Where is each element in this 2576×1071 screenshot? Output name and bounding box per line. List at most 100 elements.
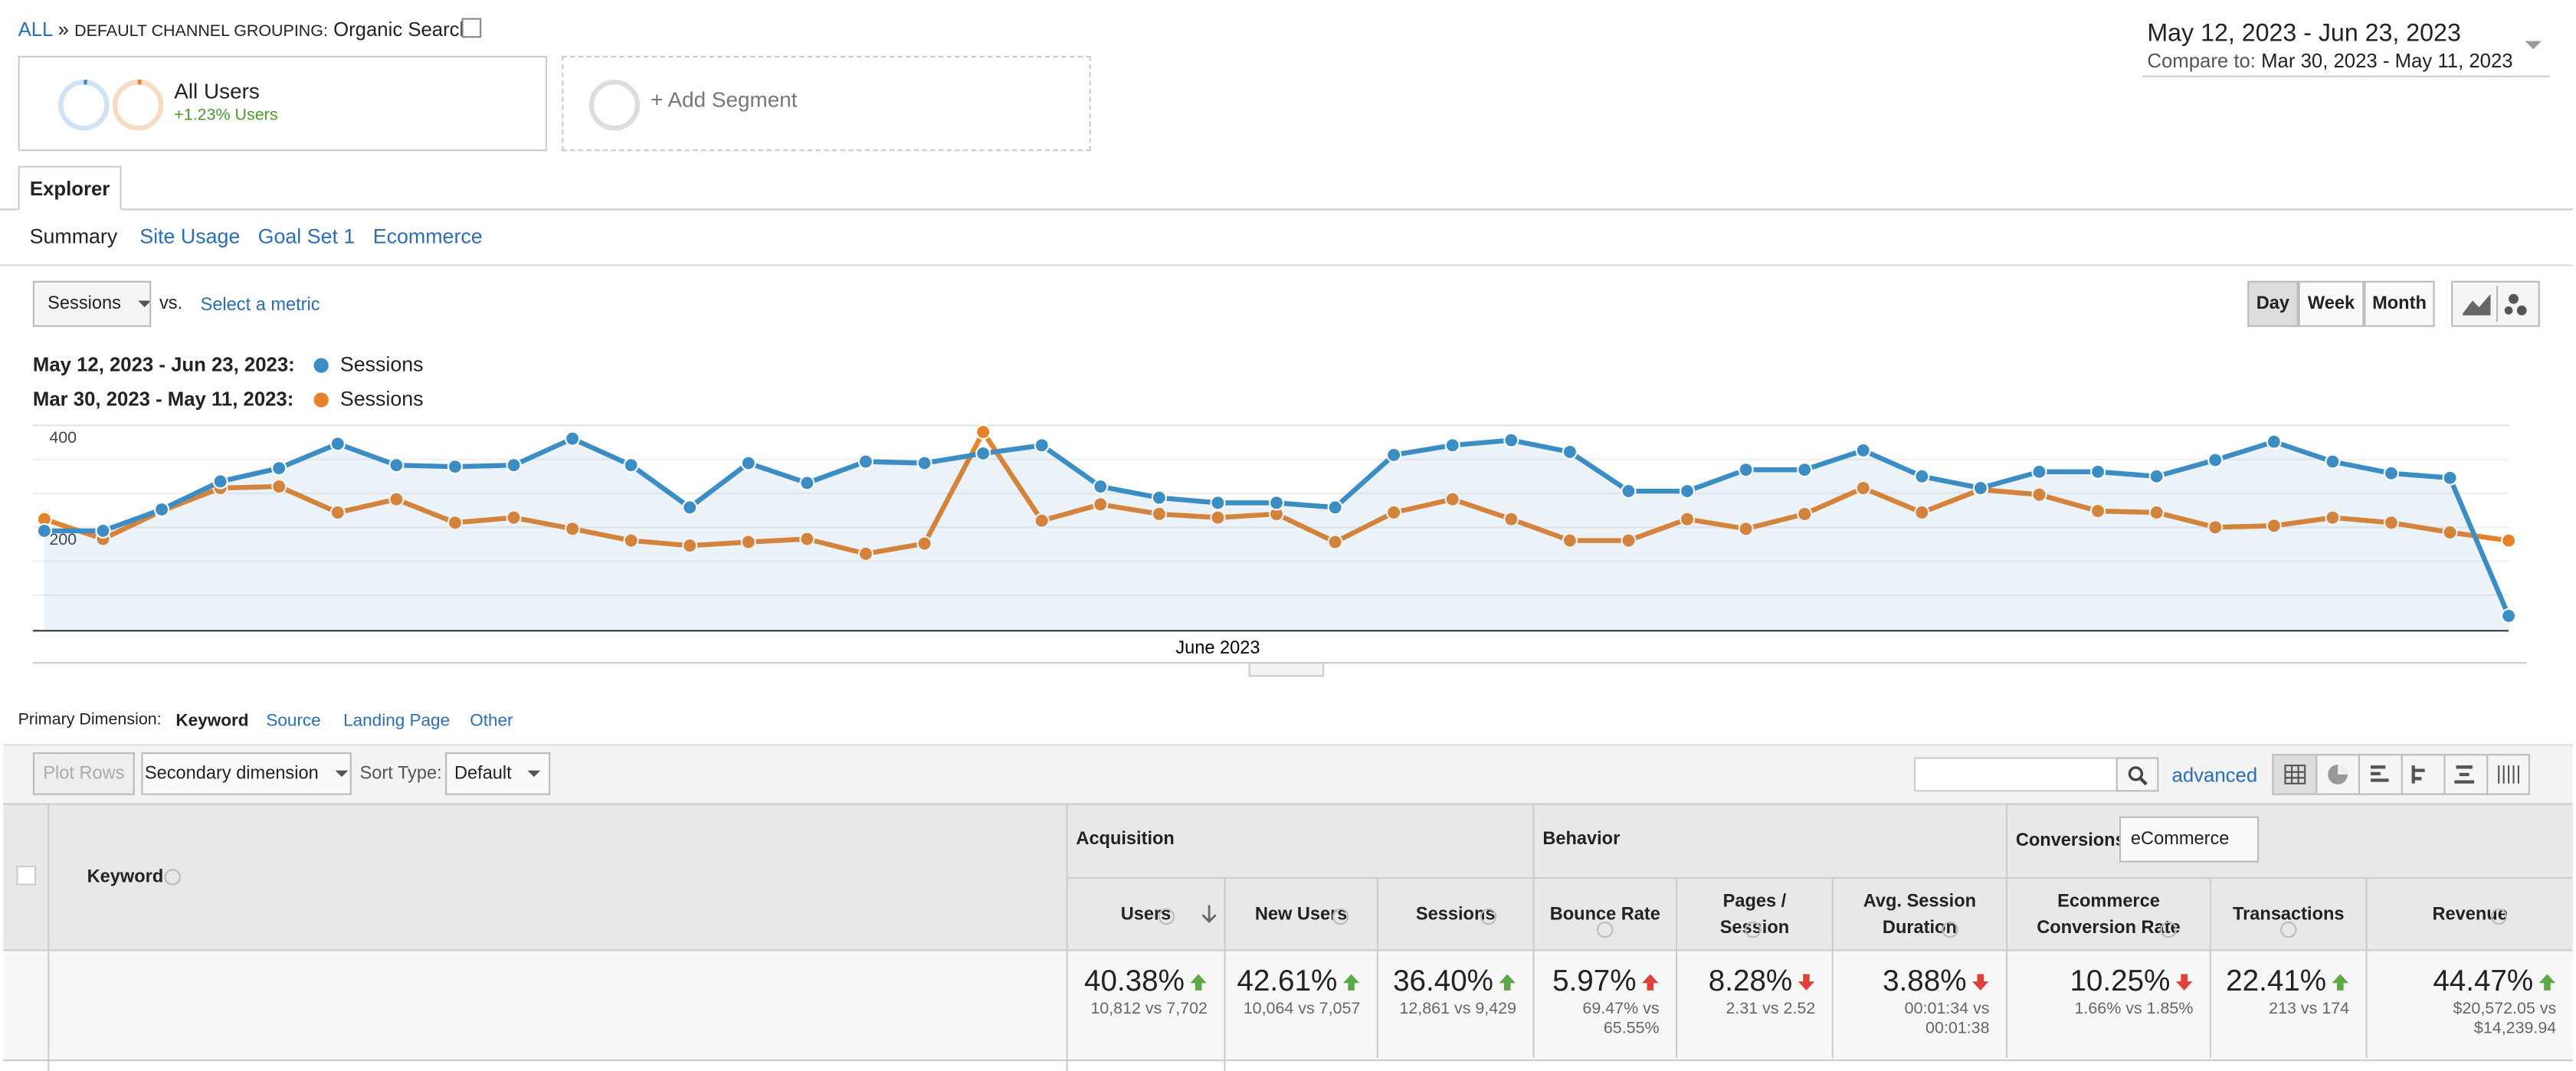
metric-cell: 8.28% 2.31 vs 2.52 xyxy=(1676,951,1832,1058)
point xyxy=(1034,513,1050,529)
point xyxy=(1797,506,1813,522)
metric-compare: 1.66% vs 1.85% xyxy=(2074,1000,2194,1019)
segment-change: +1.23% Users xyxy=(174,106,278,125)
sort-select[interactable]: Default xyxy=(445,752,551,795)
metric-cell: 10.25% 1.66% vs 1.85% xyxy=(2005,951,2210,1058)
metric-compare: $20,572.05 vs $14,239.94 xyxy=(2453,1000,2557,1039)
metric-value-row: 42.61% xyxy=(1226,965,1361,999)
trend-arrow xyxy=(2538,973,2556,990)
primary-option[interactable]: Landing Page xyxy=(343,711,451,732)
select-metric[interactable]: Select a metric xyxy=(200,295,320,316)
metric-value-row: 40.38% xyxy=(1068,965,1208,999)
point xyxy=(1503,432,1519,448)
metric-value: 36.40% xyxy=(1393,964,1494,997)
group-label: Behavior xyxy=(1542,829,1621,850)
plot-rows[interactable]: Plot Rows xyxy=(32,752,135,795)
date-range[interactable]: May 12, 2023 - Jun 23, 2023 xyxy=(2147,19,2461,48)
point xyxy=(2266,518,2282,534)
point xyxy=(740,534,756,550)
metric-value: 3.88% xyxy=(1883,964,1967,997)
point xyxy=(1151,506,1167,522)
metric-value: 10.25% xyxy=(2070,964,2171,997)
point xyxy=(388,491,405,507)
search-button[interactable] xyxy=(2116,757,2159,792)
point xyxy=(1151,490,1167,506)
date-dropdown[interactable] xyxy=(2523,39,2543,52)
view-switcher[interactable] xyxy=(2272,754,2530,795)
group-header xyxy=(1066,803,1533,879)
help-icon xyxy=(1942,921,1958,938)
point xyxy=(1034,437,1050,454)
add-segment[interactable]: + Add Segment xyxy=(562,55,1091,152)
segment-card[interactable]: All Users +1.23% Users xyxy=(18,55,547,152)
segment-icon xyxy=(58,79,164,131)
caret xyxy=(137,300,150,306)
metric-value: 22.41% xyxy=(2226,964,2327,997)
search-input[interactable] xyxy=(1913,757,2118,792)
secondary-dimension[interactable]: Secondary dimension xyxy=(141,752,352,795)
subtab[interactable]: Ecommerce xyxy=(372,224,483,248)
add-segment-icon xyxy=(588,79,641,131)
metric-cell: 42.61% 10,064 vs 7,057 xyxy=(1224,951,1376,1058)
primary-dimension: Primary Dimension: xyxy=(18,711,162,729)
granularity-button[interactable]: Day xyxy=(2247,280,2299,327)
column-header[interactable]: New Users xyxy=(1224,879,1376,950)
point xyxy=(1855,480,1871,496)
column-header[interactable]: Pages / Session xyxy=(1676,879,1832,950)
breadcrumb-all[interactable]: ALL xyxy=(18,18,53,41)
column-header[interactable]: Avg. Session Duration xyxy=(1831,879,2006,950)
secondary-label: Secondary dimension xyxy=(144,764,319,784)
select-all[interactable] xyxy=(16,865,37,886)
point xyxy=(2442,470,2458,486)
column-header[interactable]: Ecommerce Conversion Rate xyxy=(2005,879,2210,950)
breadcrumb: ALL » DEFAULT CHANNEL GROUPING: Organic … xyxy=(18,18,470,41)
granularity-button[interactable]: Month xyxy=(2364,280,2435,327)
primary-option[interactable]: Other xyxy=(470,711,513,732)
point xyxy=(2148,468,2165,484)
chart-type[interactable] xyxy=(2451,280,2540,327)
subtab[interactable]: Summary xyxy=(29,224,118,248)
advanced[interactable]: advanced xyxy=(2171,764,2258,788)
primary-option[interactable]: Keyword xyxy=(175,711,249,732)
column-name: Bounce Rate xyxy=(1549,904,1660,925)
point xyxy=(1210,495,1226,511)
subtab[interactable]: Goal Set 1 xyxy=(257,224,356,248)
help-icon xyxy=(2280,921,2297,938)
column-header[interactable]: Bounce Rate xyxy=(1532,879,1676,950)
tab-explorer[interactable]: Explorer xyxy=(18,165,122,211)
point xyxy=(2089,503,2106,519)
metric-value-row: 22.41% xyxy=(2211,965,2349,999)
breadcrumb-dropdown[interactable] xyxy=(461,18,482,38)
subtab[interactable]: Site Usage xyxy=(139,224,241,248)
point xyxy=(1386,504,1402,521)
granularity-button[interactable]: Week xyxy=(2298,280,2365,327)
conversions-select[interactable]: eCommerce xyxy=(2119,816,2260,863)
trend-arrow xyxy=(1798,973,1815,990)
metric-select[interactable]: Sessions xyxy=(32,280,152,327)
col-divider xyxy=(1224,1057,1226,1071)
column-header[interactable]: Transactions xyxy=(2209,879,2366,950)
point xyxy=(623,457,639,473)
point xyxy=(1327,534,1343,550)
point xyxy=(564,431,581,447)
column-header[interactable]: Users xyxy=(1066,879,1224,950)
point xyxy=(799,531,815,547)
metric-cell: 40.38% 10,812 vs 7,702 xyxy=(1066,951,1224,1058)
point xyxy=(2031,486,2047,503)
column-header[interactable]: Revenue xyxy=(2365,879,2573,950)
column-header[interactable]: Sessions xyxy=(1376,879,1533,950)
point xyxy=(506,457,522,473)
metric-value-row: 44.47% xyxy=(2368,965,2557,999)
point xyxy=(329,436,346,452)
col-divider xyxy=(48,803,50,1071)
chart-collapse[interactable] xyxy=(1248,662,1325,677)
help-icon xyxy=(1332,908,1349,925)
point xyxy=(1093,496,1109,513)
primary-label: Primary Dimension: xyxy=(18,711,162,729)
primary-option[interactable]: Source xyxy=(266,711,321,732)
point xyxy=(1444,491,1460,507)
point xyxy=(1679,511,1696,527)
point xyxy=(682,499,698,516)
